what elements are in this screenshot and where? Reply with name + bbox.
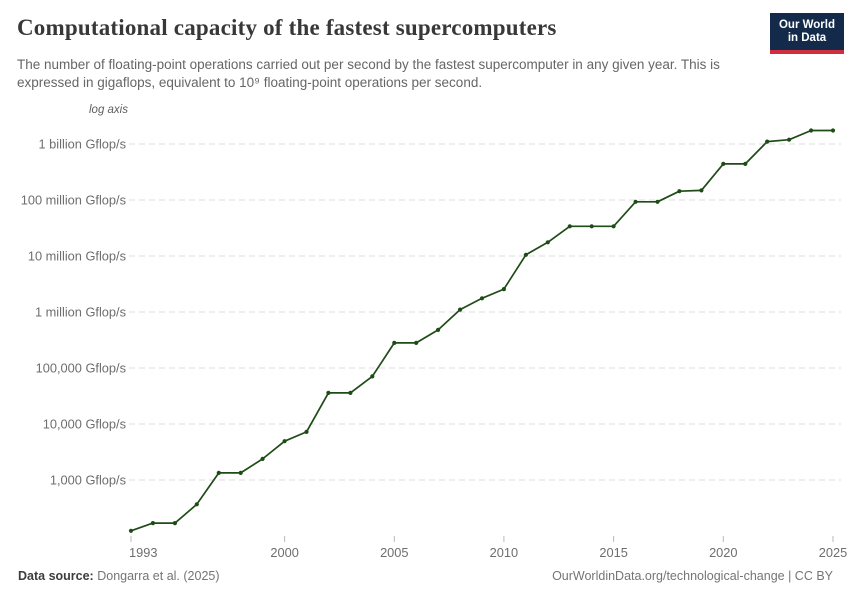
- data-point: [830, 128, 836, 133]
- data-point: [282, 439, 287, 444]
- x-axis-tick-label: 2015: [599, 545, 627, 560]
- data-point: [699, 188, 704, 193]
- data-source: Data source: Dongarra et al. (2025): [18, 569, 220, 583]
- data-line: [130, 129, 834, 532]
- data-point: [787, 137, 792, 142]
- data-point: [348, 390, 353, 395]
- x-axis-tick-label: 2000: [270, 545, 298, 560]
- data-point: [370, 374, 375, 379]
- data-point: [765, 139, 770, 144]
- owid-logo-line1: Our World: [778, 18, 835, 31]
- log-axis-note: log axis: [89, 104, 128, 116]
- y-axis-tick-label: 1 billion Gflop/s: [39, 137, 127, 152]
- data-point: [809, 128, 814, 133]
- y-axis-tick-label: 10 million Gflop/s: [28, 249, 126, 264]
- data-point: [721, 161, 726, 166]
- data-point: [545, 240, 550, 245]
- chart-subtitle: The number of floating-point operations …: [17, 57, 720, 91]
- x-axis-tick-label: 1993: [129, 545, 157, 560]
- data-point: [523, 252, 529, 257]
- data-point: [260, 456, 265, 461]
- data-point: [589, 224, 594, 229]
- y-axis-tick-label: 100 million Gflop/s: [21, 193, 126, 208]
- x-axis-tick-label: 2005: [380, 545, 408, 560]
- x-axis-tick-label: 2020: [709, 545, 737, 560]
- y-axis-tick-label: 10,000 Gflop/s: [43, 417, 126, 432]
- data-point: [501, 287, 506, 292]
- owid-logo: Our World in Data: [770, 13, 844, 54]
- data-point: [128, 528, 134, 533]
- data-point: [414, 340, 419, 345]
- data-point: [633, 199, 638, 204]
- data-point: [194, 502, 199, 507]
- data-point: [458, 307, 463, 312]
- data-point: [392, 340, 397, 345]
- data-point: [304, 429, 309, 434]
- data-source-label: Data source:: [18, 569, 94, 583]
- data-point: [677, 189, 682, 194]
- data-point: [238, 470, 243, 475]
- data-point: [216, 470, 221, 475]
- x-axis-tick-label: 2025: [819, 545, 847, 560]
- page-title: Computational capacity of the fastest su…: [17, 15, 557, 40]
- x-axis-tick-label: 2010: [490, 545, 518, 560]
- data-point: [172, 521, 177, 526]
- data-point: [611, 224, 616, 229]
- data-point: [436, 327, 441, 332]
- owid-logo-line2: in Data: [787, 31, 827, 44]
- y-axis-tick-label: 1,000 Gflop/s: [50, 473, 126, 488]
- footer-credit: OurWorldinData.org/technological-change …: [552, 569, 833, 583]
- y-axis-tick-label: 1 million Gflop/s: [35, 305, 126, 320]
- data-point: [655, 199, 660, 204]
- data-point: [479, 296, 485, 301]
- data-point: [567, 224, 572, 229]
- data-point: [150, 521, 155, 526]
- y-axis-tick-label: 100,000 Gflop/s: [36, 361, 126, 376]
- data-point: [326, 390, 331, 395]
- data-source-value: Dongarra et al. (2025): [97, 569, 220, 583]
- data-point: [743, 161, 748, 166]
